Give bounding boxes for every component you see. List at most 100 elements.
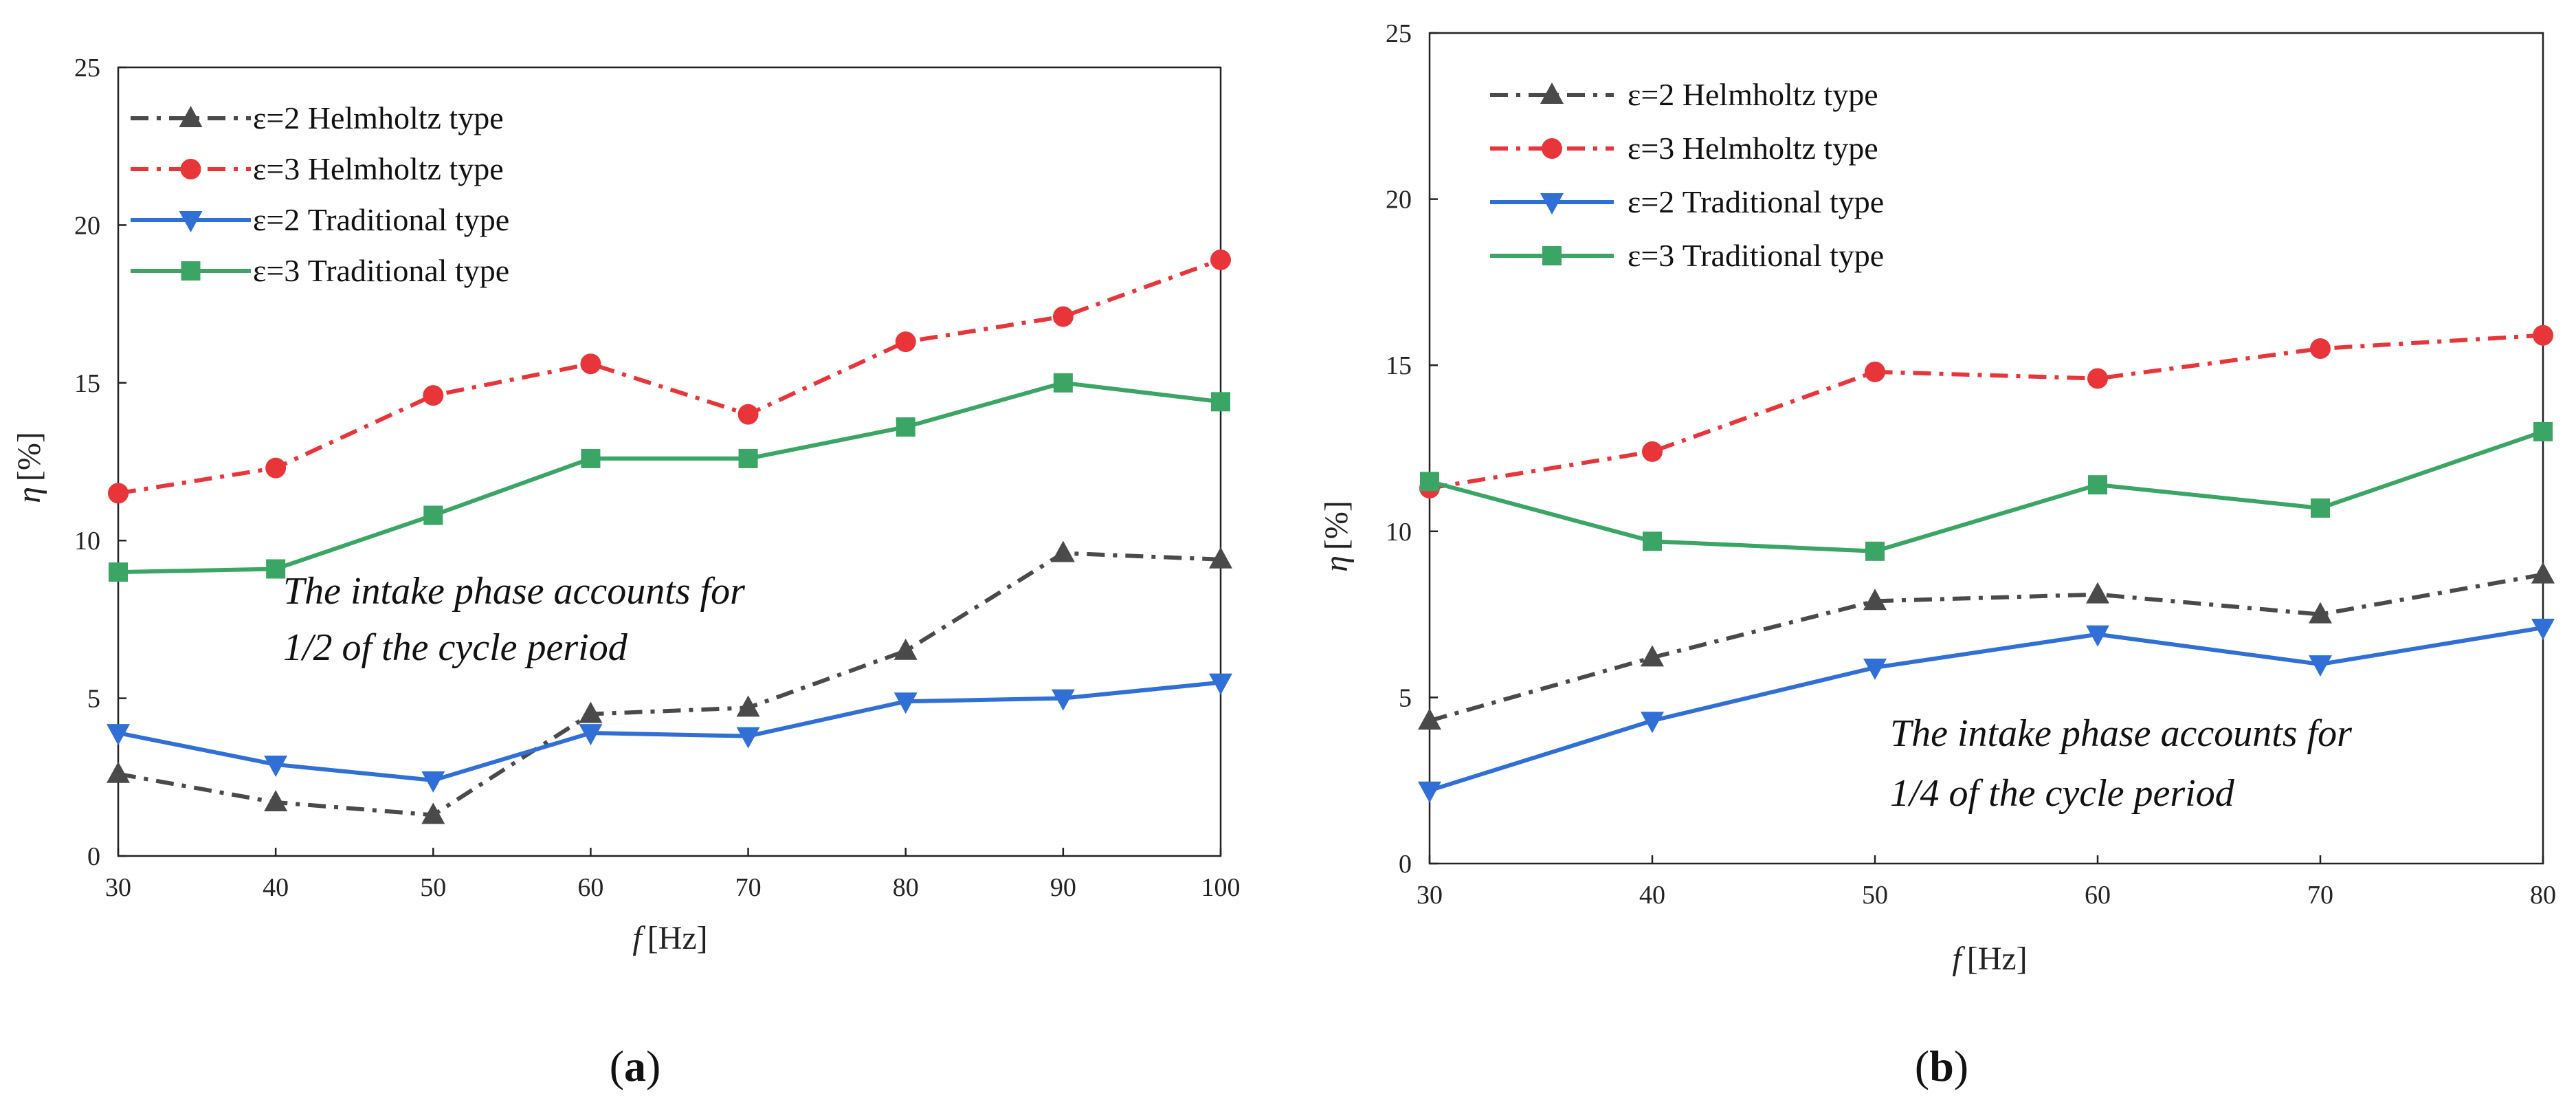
chart-b-data-point <box>1420 472 1439 492</box>
chart-b-caption-letter: b <box>1929 1042 1954 1090</box>
chart-b-y-tick-label: 5 <box>1399 683 1412 712</box>
chart-b-plot-frame <box>1428 32 2544 865</box>
chart-b-y-tick-label: 15 <box>1386 351 1412 380</box>
chart-b-x-tick-label: 80 <box>2530 881 2556 910</box>
chart-a-series-line <box>118 680 1221 782</box>
chart-a-data-point <box>893 692 918 714</box>
chart-b-x-tick-label: 50 <box>1862 881 1888 910</box>
chart-a-data-point <box>108 483 129 504</box>
chart-a-data-point <box>1209 673 1232 695</box>
chart-a-data-point <box>738 448 758 468</box>
chart-a-data-point <box>421 771 445 793</box>
chart-b-x-tick-label: 30 <box>1417 881 1443 910</box>
chart-a-x-tick-label: 50 <box>420 873 446 902</box>
chart-a-caption: (a) <box>610 1042 661 1090</box>
chart-a-data-point <box>1051 540 1075 562</box>
chart-b-data-point <box>2086 582 2109 604</box>
chart-b-x-tick-label: 60 <box>2085 881 2111 910</box>
chart-a-data-point <box>109 562 128 582</box>
chart-b-annotation-line1: The intake phase accounts for <box>1890 712 2352 755</box>
chart-a-x-tick-label: 100 <box>1201 873 1241 902</box>
chart-a-legend-marker <box>180 159 201 179</box>
chart-b-legend-label: ε=2 Traditional type <box>1628 184 1884 219</box>
chart-a-data-point <box>581 448 601 468</box>
chart-a-data-point <box>1051 689 1075 711</box>
chart-a-data-point <box>266 559 286 579</box>
chart-a-x-axis-symbol: f <box>632 920 645 956</box>
chart-b-y-tick-label: 10 <box>1386 518 1412 547</box>
chart-b-data-point <box>2087 368 2108 389</box>
chart-b-series-line <box>1429 333 2544 490</box>
chart-a-x-tick-label: 80 <box>893 873 919 902</box>
chart-a-legend-label: ε=3 Helmholtz type <box>253 151 504 186</box>
chart-b-data-point <box>1642 441 1663 462</box>
chart-a-data-point <box>264 790 288 812</box>
chart-b-series-line <box>1429 430 2544 553</box>
chart-a-data-point <box>423 505 443 525</box>
chart-b-y-tick-label: 0 <box>1399 850 1412 879</box>
chart-a-data-point <box>896 417 915 437</box>
chart-b-y-axis-unit: [%] <box>1318 501 1355 550</box>
chart-b-data-point <box>2311 498 2330 518</box>
chart-a-legend-marker <box>179 211 203 232</box>
chart-b-caption-open: ( <box>1915 1042 1929 1090</box>
chart-a: 30 40 50 60 70 80 90 100 0 5 10 15 20 25 ε=2 Helmholt… <box>11 54 1241 1090</box>
chart-a-y-axis-symbol: η <box>11 487 47 503</box>
chart-a-axes: 30 40 50 60 70 80 90 100 0 5 10 15 20 25 <box>74 54 1241 902</box>
chart-a-data-point <box>580 353 601 375</box>
chart-b-legend-label: ε=3 Traditional type <box>1628 238 1884 273</box>
chart-a-legend-marker <box>181 261 201 281</box>
chart-a-y-axis-unit: [%] <box>11 432 47 481</box>
chart-b-legend-marker <box>1540 193 1564 215</box>
chart-a-x-tick-label: 30 <box>105 873 131 902</box>
chart-a-series <box>107 249 1232 824</box>
chart-a-y-tick-label: 20 <box>74 211 100 240</box>
chart-b-x-tick-label: 40 <box>1639 881 1665 910</box>
chart-a-legend: ε=2 Helmholtz type ε=3 Helmholtz type ε=2 … <box>131 100 509 288</box>
chart-b-legend-label: ε=3 Helmholtz type <box>1628 131 1878 166</box>
chart-a-x-tick-label: 40 <box>263 873 289 902</box>
chart-b-data-point <box>1418 781 1441 803</box>
chart-a-annotation-line2: 1/2 of the cycle period <box>283 626 628 669</box>
chart-a-y-tick-label: 25 <box>74 54 100 83</box>
chart-b-data-point <box>2533 325 2553 346</box>
chart-b-y-axis-label: η [%] <box>1318 501 1355 572</box>
chart-b-x-axis-symbol: f <box>1952 941 1965 977</box>
chart-b-data-point <box>1863 658 1887 680</box>
chart-b-data-point <box>1865 541 1885 561</box>
chart-b-data-point <box>1865 361 1885 382</box>
chart-a-legend-label: ε=3 Traditional type <box>253 253 509 288</box>
chart-a-annotation-line1: The intake phase accounts for <box>283 570 745 613</box>
chart-a-x-tick-label: 90 <box>1050 873 1076 902</box>
chart-a-caption-letter: a <box>624 1042 646 1090</box>
chart-b-data-point <box>2086 625 2109 647</box>
chart-b-caption-close: ) <box>1954 1042 1968 1090</box>
chart-a-data-point <box>107 761 130 783</box>
chart-a-x-axis-label: f [Hz] <box>632 920 707 956</box>
chart-b-data-point <box>2531 618 2555 640</box>
chart-a-data-point <box>1209 547 1232 569</box>
chart-a-data-point <box>579 724 603 746</box>
chart-a-data-point <box>421 802 445 824</box>
chart-a-legend-label: ε=2 Helmholtz type <box>253 100 504 135</box>
chart-a-data-point <box>736 695 760 717</box>
chart-a-series-line <box>118 551 1221 817</box>
chart-a-x-axis-unit: [Hz] <box>647 920 708 956</box>
chart-a-series-line <box>118 380 1221 575</box>
chart-b-data-point <box>1641 645 1664 667</box>
chart-a-y-tick-label: 10 <box>74 527 100 556</box>
chart-a-caption-open: ( <box>610 1042 624 1090</box>
chart-b-y-axis-symbol: η <box>1318 556 1355 572</box>
chart-a-data-point <box>579 701 603 723</box>
chart-b-data-point <box>2088 475 2107 495</box>
chart-a-data-point <box>736 727 760 749</box>
chart-a-y-tick-label: 15 <box>74 369 100 398</box>
chart-a-data-point <box>1211 392 1230 412</box>
chart-a-data-point <box>1053 373 1073 393</box>
chart-a-data-point <box>1210 249 1231 270</box>
chart-a-y-tick-label: 5 <box>87 685 100 714</box>
chart-b-series <box>1418 325 2555 803</box>
chart-b-data-point <box>1643 531 1662 551</box>
chart-a-legend-label: ε=2 Traditional type <box>253 202 509 237</box>
